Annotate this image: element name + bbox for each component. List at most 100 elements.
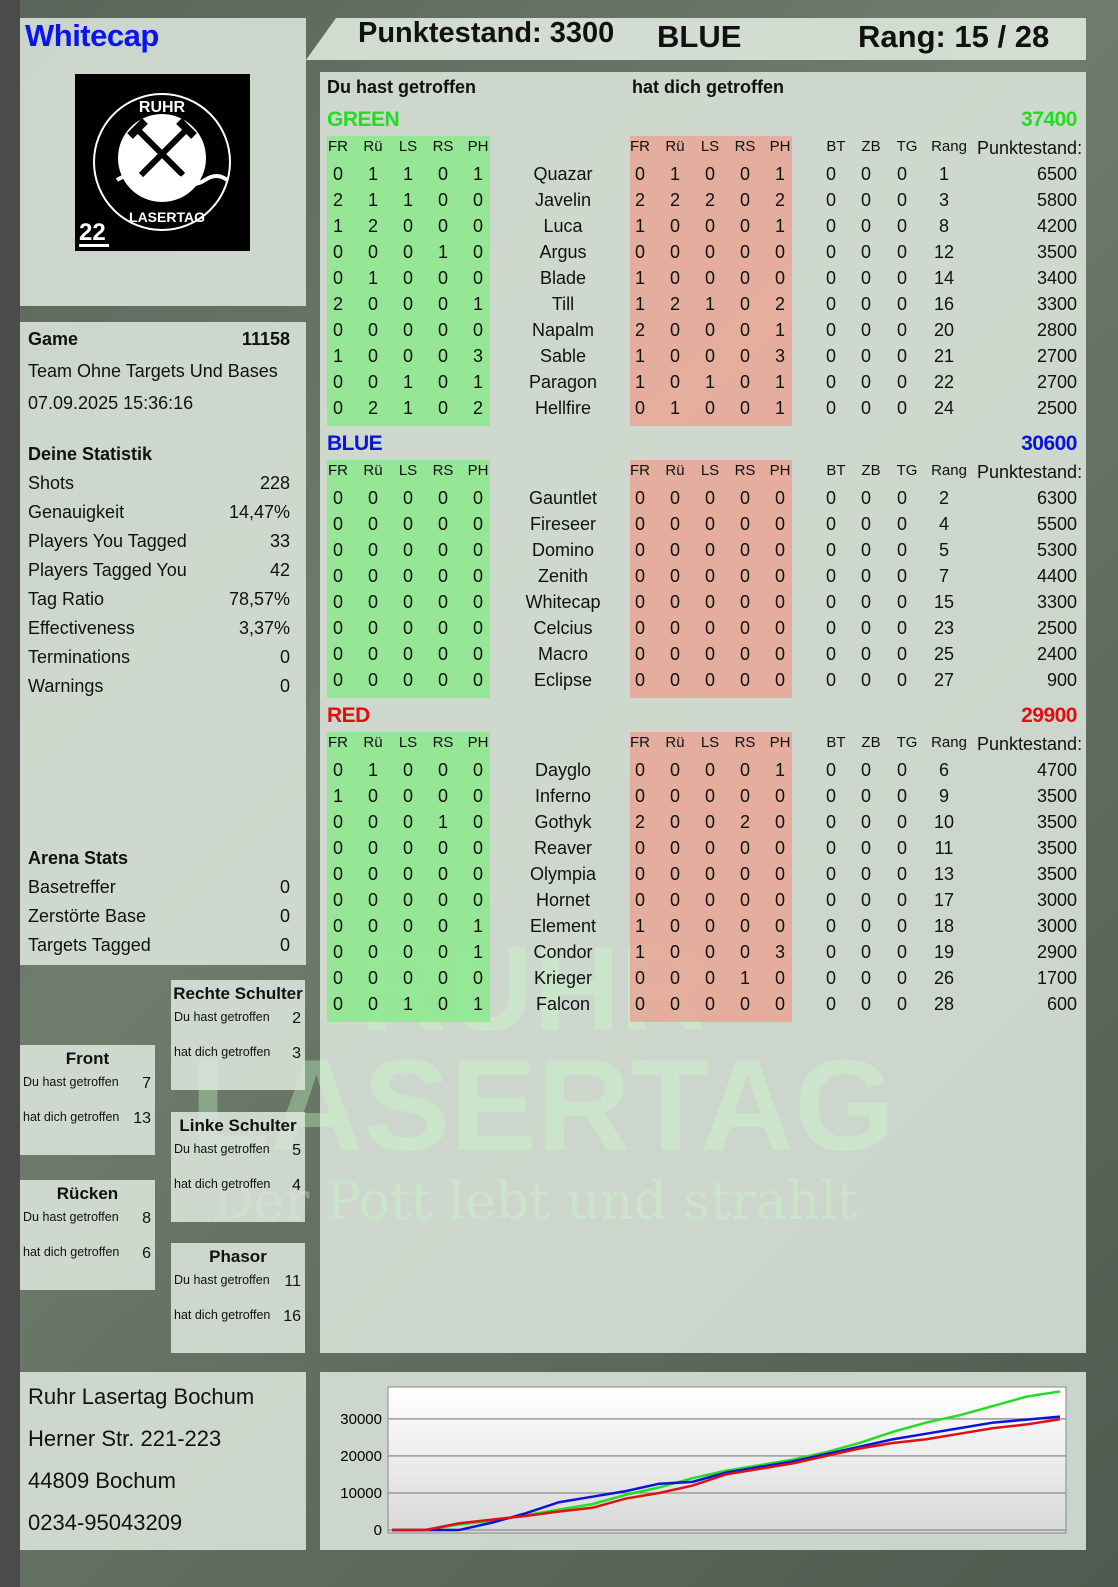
you-hit-value: 0 xyxy=(437,268,448,288)
hit-you-value: 0 xyxy=(739,644,750,664)
you-hit-value: 0 xyxy=(472,812,483,832)
player-points: 3500 xyxy=(1036,838,1077,858)
you-hit-value: 0 xyxy=(367,514,378,534)
you-hit-value: 0 xyxy=(437,346,448,366)
stat-row: Warnings 0 xyxy=(28,676,290,697)
extra-value: 0 xyxy=(896,916,907,936)
extra-value: 0 xyxy=(825,968,836,988)
player-name: Quazar xyxy=(533,164,593,184)
hit-you-value: 0 xyxy=(774,242,785,262)
you-hit-count: 7 xyxy=(142,1075,151,1092)
hit-you-value: 1 xyxy=(634,294,645,314)
points-header: Punktestand: xyxy=(977,138,1083,158)
hit-you-value: 0 xyxy=(669,812,680,832)
ruhr-lasertag-logo: RUHR LASERTAG 22 xyxy=(75,74,250,251)
player-name: Luca xyxy=(543,216,583,236)
you-hit-value: 0 xyxy=(437,488,448,508)
hit-you-value: 1 xyxy=(774,398,785,418)
extra-value: 0 xyxy=(825,812,836,832)
extra-value: 0 xyxy=(825,566,836,586)
player-points: 900 xyxy=(1046,670,1077,690)
hit-you-value: 2 xyxy=(634,812,645,832)
extra-value: 0 xyxy=(896,968,907,988)
you-hit-value: 0 xyxy=(402,294,413,314)
hit-you-value: 0 xyxy=(739,372,750,392)
hit-you-value: 1 xyxy=(774,760,785,780)
you-hit-value: 2 xyxy=(472,398,483,418)
extra-value: 0 xyxy=(860,346,871,366)
you-hit-value: 0 xyxy=(402,670,413,690)
hit-you-value: 2 xyxy=(774,190,785,210)
you-hit-value: 0 xyxy=(367,566,378,586)
you-hit-value: 0 xyxy=(437,968,448,988)
you-hit-value: 0 xyxy=(472,514,483,534)
extra-value: 25 xyxy=(933,644,955,664)
hit-you-value: 0 xyxy=(774,890,785,910)
hit-you-value: 0 xyxy=(669,670,680,690)
you-hit-value: 0 xyxy=(402,242,413,262)
extra-value: 0 xyxy=(860,916,871,936)
stat-row: Players You Tagged 33 xyxy=(28,531,290,552)
extra-value: 0 xyxy=(860,320,871,340)
hit-you-value: 0 xyxy=(739,320,750,340)
player-name: Celcius xyxy=(533,618,593,638)
you-hit-value: 0 xyxy=(332,916,343,936)
column-header: Rü xyxy=(665,734,685,751)
extra-value: 11 xyxy=(934,838,954,858)
you-hit-value: 0 xyxy=(437,190,448,210)
you-hit-value: 0 xyxy=(472,268,483,288)
hit-you-value: 1 xyxy=(774,164,785,184)
extra-value: 0 xyxy=(896,320,907,340)
column-header: Rang xyxy=(931,462,967,479)
you-hit-value: 0 xyxy=(472,592,483,612)
you-hit-value: 0 xyxy=(402,760,413,780)
hit-you-value: 0 xyxy=(669,968,680,988)
player-name: Krieger xyxy=(533,968,593,988)
hit-you-value: 0 xyxy=(774,916,785,936)
arena-row: Basetreffer 0 xyxy=(28,877,290,898)
extra-value: 0 xyxy=(896,864,907,884)
you-hit-value: 0 xyxy=(332,644,343,664)
player-name: Inferno xyxy=(534,786,592,806)
you-hit-value: 0 xyxy=(332,320,343,340)
you-hit-value: 0 xyxy=(367,812,378,832)
you-hit-value: 0 xyxy=(402,618,413,638)
hit-you-value: 0 xyxy=(634,242,645,262)
you-hit-value: 0 xyxy=(437,592,448,612)
hit-you-value: 1 xyxy=(634,942,645,962)
player-points: 600 xyxy=(1046,994,1077,1014)
extra-value: 0 xyxy=(825,592,836,612)
extra-value: 0 xyxy=(825,786,836,806)
stat-row: Players Tagged You 42 xyxy=(28,560,290,581)
hit-you-value: 0 xyxy=(774,812,785,832)
column-header: PH xyxy=(467,462,489,479)
you-hit-value: 0 xyxy=(367,372,378,392)
extra-value: 0 xyxy=(896,566,907,586)
extra-value: 0 xyxy=(860,242,871,262)
extra-value: 0 xyxy=(860,838,871,858)
extra-value: 0 xyxy=(896,216,907,236)
address-line: Ruhr Lasertag Bochum xyxy=(28,1384,255,1409)
team-score: 37400 xyxy=(1021,108,1077,131)
hit-you-value: 0 xyxy=(669,216,680,236)
you-hit-value: 0 xyxy=(472,540,483,560)
hit-you-value: 0 xyxy=(739,294,750,314)
extra-value: 0 xyxy=(896,644,907,664)
hit-you-value: 2 xyxy=(704,190,715,210)
extra-value: 0 xyxy=(825,268,836,288)
team-name: GREEN xyxy=(327,108,400,131)
extra-value: 0 xyxy=(896,786,907,806)
hit-you-value: 2 xyxy=(739,812,750,832)
extra-value: 0 xyxy=(896,812,907,832)
score-label: Punktestand: 3300 xyxy=(358,17,615,49)
extra-value: 0 xyxy=(896,670,907,690)
extra-value: 0 xyxy=(860,514,871,534)
hit-zone-title: Front xyxy=(65,1049,110,1068)
you-hit-value: 0 xyxy=(332,890,343,910)
column-header: RS xyxy=(432,462,454,479)
extra-value: 0 xyxy=(896,890,907,910)
extra-value: 0 xyxy=(860,294,871,314)
column-header: FR xyxy=(630,734,650,751)
player-name: Gauntlet xyxy=(528,488,598,508)
player-points: 2500 xyxy=(1036,618,1077,638)
